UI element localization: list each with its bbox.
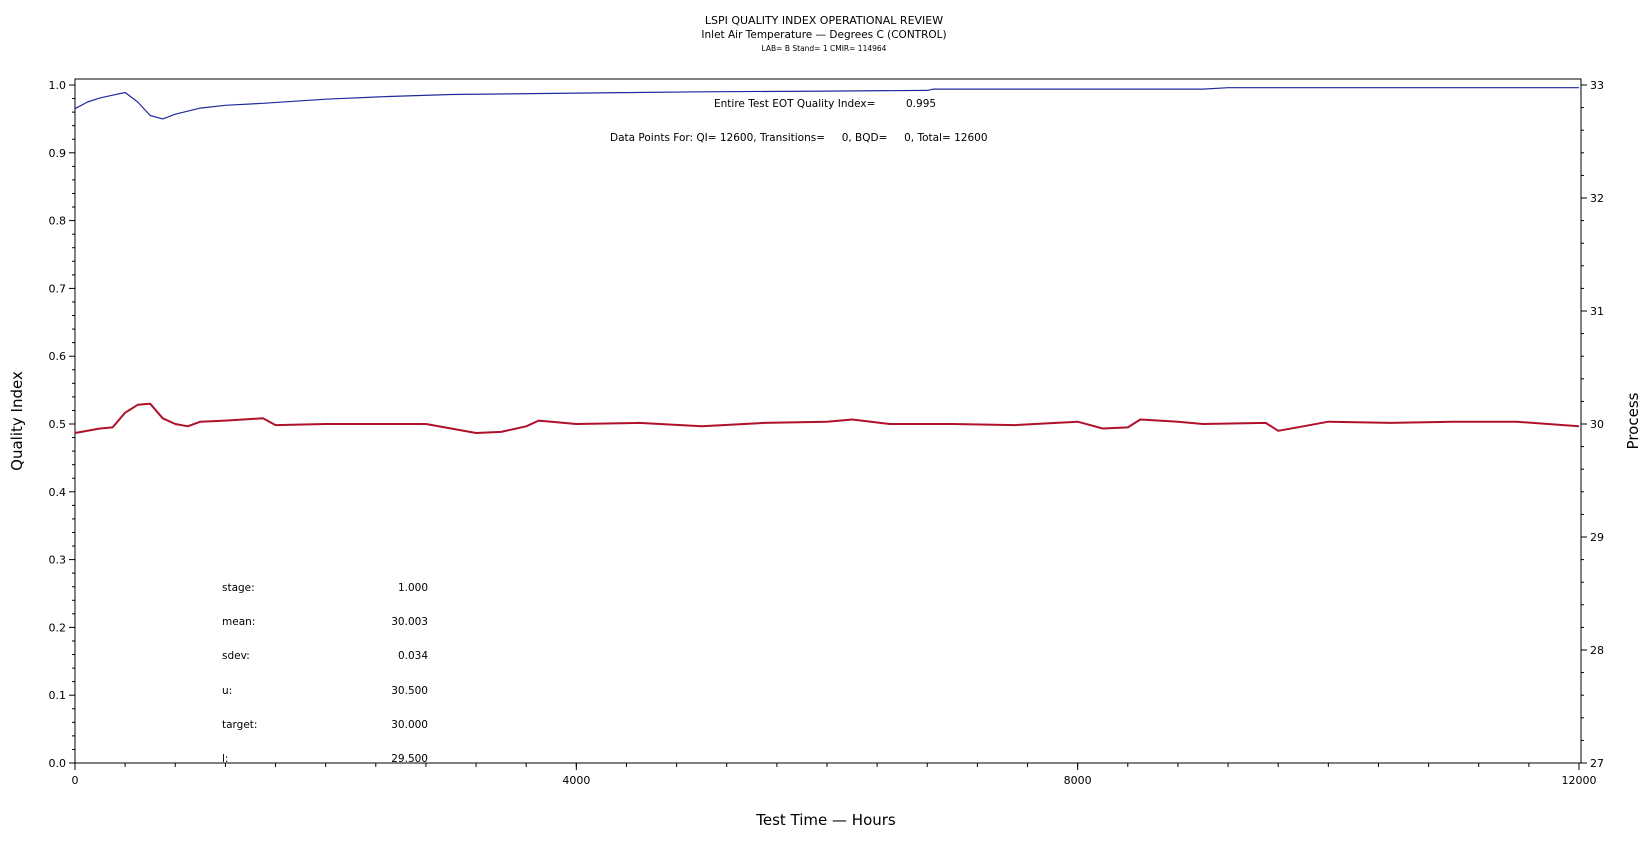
left-tick-label: 0.7 bbox=[49, 282, 67, 295]
chart-title: LSPI QUALITY INDEX OPERATIONAL REVIEW bbox=[705, 14, 943, 27]
x-tick-label: 4000 bbox=[562, 774, 590, 787]
stat-value: 30.000 bbox=[391, 719, 428, 731]
right-tick-label: 27 bbox=[1590, 757, 1604, 770]
left-tick-label: 0.5 bbox=[49, 418, 67, 431]
left-tick-label: 0.8 bbox=[49, 215, 67, 228]
left-tick-label: 0.6 bbox=[49, 350, 67, 363]
stat-value: 0.034 bbox=[398, 650, 428, 662]
left-tick-label: 0.9 bbox=[49, 147, 67, 160]
right-tick-label: 29 bbox=[1590, 531, 1604, 544]
data-points-summary: Data Points For: QI= 12600, Transitions=… bbox=[610, 132, 988, 144]
stat-label: target: bbox=[222, 719, 257, 731]
right-tick-label: 31 bbox=[1590, 305, 1604, 318]
left-tick-label: 0.4 bbox=[49, 486, 67, 499]
series-layer bbox=[74, 87, 1580, 434]
left-axis-ticks: 0.0 0.1 0.2 0.3 0.4 0.5 0.6 0.7 0.8 0.9 1.0 bbox=[49, 79, 75, 770]
y-axis-label-right: Process bbox=[1624, 392, 1642, 449]
stat-label: sdev: bbox=[222, 650, 250, 662]
stat-label: l: bbox=[222, 753, 228, 765]
chart-subtitle: Inlet Air Temperature — Degrees C (CONTR… bbox=[701, 29, 946, 41]
left-tick-label: 0.3 bbox=[49, 554, 67, 567]
x-axis-ticks: 0 4000 8000 12000 bbox=[72, 763, 1597, 787]
stat-value: 1.000 bbox=[398, 582, 428, 594]
x-axis-label: Test Time — Hours bbox=[755, 811, 896, 829]
left-tick-label: 0.0 bbox=[49, 757, 67, 770]
stat-value: 30.500 bbox=[391, 685, 428, 697]
stat-value: 29.500 bbox=[391, 753, 428, 765]
y-axis-label-left: Quality Index bbox=[8, 371, 26, 471]
x-tick-label: 0 bbox=[72, 774, 79, 787]
right-tick-label: 32 bbox=[1590, 192, 1604, 205]
right-axis-ticks: 27 28 29 30 31 32 33 bbox=[1581, 79, 1604, 770]
stat-label: stage: bbox=[222, 582, 255, 594]
eot-quality-value: 0.995 bbox=[906, 98, 936, 110]
chart-subtitle-2: LAB= B Stand= 1 CMIR= 114964 bbox=[762, 44, 887, 53]
stat-value: 30.003 bbox=[391, 616, 428, 628]
x-tick-label: 12000 bbox=[1562, 774, 1597, 787]
plot-frame bbox=[74, 78, 1582, 764]
eot-quality-label: Entire Test EOT Quality Index= bbox=[714, 98, 875, 110]
right-tick-label: 33 bbox=[1590, 79, 1604, 92]
right-tick-label: 30 bbox=[1590, 418, 1604, 431]
x-tick-label: 8000 bbox=[1064, 774, 1092, 787]
left-tick-label: 0.2 bbox=[49, 621, 67, 634]
left-tick-label: 0.1 bbox=[49, 689, 67, 702]
process-series-line bbox=[74, 402, 1580, 434]
left-tick-label: 1.0 bbox=[49, 79, 67, 92]
quality-index-series-line bbox=[74, 87, 1579, 120]
right-tick-label: 28 bbox=[1590, 644, 1604, 657]
stat-label: u: bbox=[222, 685, 232, 697]
stat-label: mean: bbox=[222, 616, 255, 628]
